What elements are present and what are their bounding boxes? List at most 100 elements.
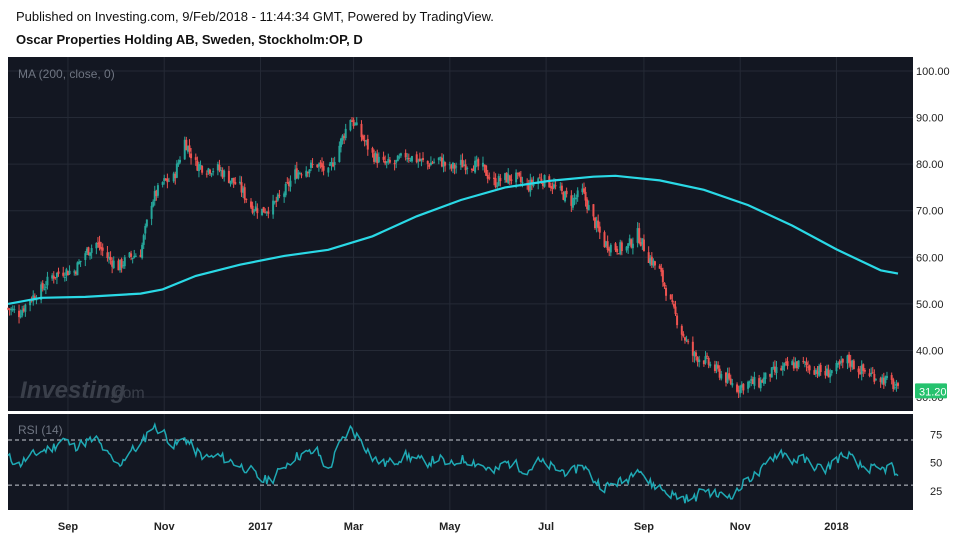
- candle-body: [84, 253, 87, 260]
- candle-body: [691, 341, 694, 356]
- candle-body: [619, 242, 622, 254]
- candle-body: [605, 241, 608, 246]
- candle-body: [8, 308, 11, 310]
- candle-body: [693, 352, 696, 357]
- candle-body: [177, 162, 180, 165]
- candle-body: [750, 378, 753, 381]
- candle-body: [813, 370, 816, 375]
- candle-body: [46, 276, 49, 286]
- candle-body: [229, 180, 232, 184]
- candle-body: [101, 247, 104, 251]
- candle-body: [466, 167, 469, 169]
- candle-body: [807, 366, 810, 368]
- candle-body: [549, 186, 552, 188]
- candle-body: [573, 197, 576, 200]
- candle-body: [483, 164, 486, 167]
- candle-body: [450, 165, 453, 169]
- candle-body: [163, 178, 166, 182]
- rsi-grid: [8, 414, 913, 510]
- candle-body: [493, 177, 496, 180]
- candle-body: [874, 379, 877, 381]
- pane-separator[interactable]: [8, 411, 913, 414]
- candle-body: [74, 271, 77, 274]
- time-tick-label: Mar: [344, 521, 364, 533]
- price-tick-label: 80.00: [916, 159, 944, 171]
- candle-body: [882, 378, 885, 385]
- candle-body: [351, 120, 354, 122]
- candle-body: [663, 282, 666, 287]
- candle-body: [238, 181, 241, 184]
- candle-body: [442, 160, 445, 167]
- candle-body: [748, 381, 751, 384]
- candle-body: [144, 225, 147, 234]
- candle-body: [254, 206, 257, 211]
- candle-body: [51, 275, 54, 279]
- candle-body: [841, 358, 844, 363]
- candle-body: [117, 260, 120, 271]
- candle-body: [29, 301, 32, 306]
- candle-body: [724, 372, 727, 383]
- candle-body: [152, 201, 155, 207]
- candle-body: [123, 257, 126, 267]
- candle-body: [726, 374, 729, 383]
- candle-body: [433, 161, 436, 163]
- candle-body: [106, 252, 109, 259]
- candle-body: [564, 191, 567, 202]
- candle-body: [464, 164, 467, 171]
- rsi-indicator-label: RSI (14): [18, 423, 63, 437]
- candle-body: [212, 171, 215, 173]
- candle-body: [418, 158, 421, 162]
- candle-body: [830, 370, 833, 374]
- candle-body: [559, 186, 562, 188]
- candle-body: [207, 168, 210, 173]
- candle-body: [330, 162, 333, 165]
- candle-body: [518, 172, 521, 176]
- candle-body: [406, 158, 409, 160]
- candle-body: [728, 373, 731, 379]
- candle-body: [156, 185, 159, 196]
- candle-body: [376, 153, 379, 164]
- candle-body: [562, 192, 565, 200]
- candle-body: [477, 159, 480, 167]
- candle-body: [223, 170, 226, 177]
- candle-body: [188, 145, 191, 152]
- candle-body: [780, 368, 783, 371]
- candle-body: [504, 173, 507, 180]
- price-tick-label: 50.00: [916, 299, 944, 311]
- candle-body: [627, 243, 630, 249]
- candle-body: [349, 120, 352, 131]
- candle-body: [764, 372, 767, 380]
- candle-body: [398, 156, 401, 158]
- candle-body: [283, 193, 286, 197]
- candle-body: [696, 357, 699, 363]
- candle-body: [650, 256, 653, 266]
- candle-body: [167, 180, 170, 182]
- candle-body: [141, 244, 144, 258]
- published-info: Published on Investing.com, 9/Feb/2018 -…: [16, 9, 494, 24]
- time-tick-label: Jul: [538, 521, 554, 533]
- candle-body: [393, 162, 396, 165]
- candle-body: [354, 123, 357, 125]
- candle-body: [488, 177, 491, 179]
- candle-body: [529, 179, 532, 192]
- candle-body: [499, 177, 502, 182]
- candle-body: [554, 185, 557, 187]
- candle-body: [825, 368, 828, 376]
- price-pane[interactable]: [8, 57, 913, 411]
- candle-body: [122, 264, 125, 267]
- candle-body: [824, 371, 827, 376]
- candle-body: [333, 162, 336, 166]
- candle-body: [262, 206, 265, 213]
- candle-body: [848, 354, 851, 363]
- candle-body: [410, 156, 413, 162]
- candle-body: [305, 170, 308, 177]
- candle-body: [781, 366, 784, 371]
- time-tick-label: 2017: [248, 521, 272, 533]
- candle-body: [175, 163, 178, 178]
- candle-body: [41, 283, 44, 289]
- candle-body: [373, 153, 376, 162]
- candle-body: [753, 377, 756, 386]
- candle-body: [365, 140, 368, 142]
- candle-body: [818, 366, 821, 376]
